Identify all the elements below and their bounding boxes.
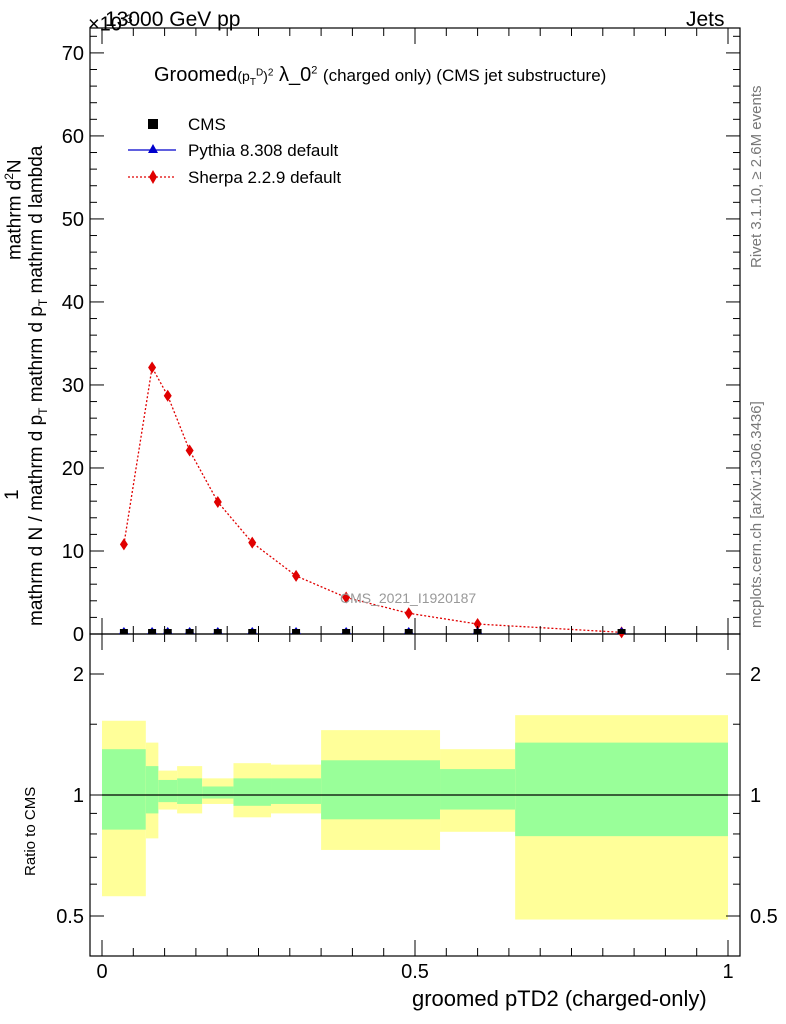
ratio-ytick-label: 0.5 xyxy=(56,906,84,928)
cms-point xyxy=(148,629,157,634)
sherpa-point xyxy=(119,538,128,551)
ratio-ytick-label: 1 xyxy=(73,785,84,807)
sherpa-point xyxy=(248,536,257,549)
plot-title-lambda: λ_0 xyxy=(278,64,312,86)
cms-point xyxy=(617,629,626,634)
ratio-band-inner xyxy=(321,760,441,820)
main-ytick-label: 40 xyxy=(62,292,84,314)
sherpa-point xyxy=(342,591,351,604)
main-ylabel-num2: mathrm d2N xyxy=(2,159,26,260)
mcplots-label: mcplots.cern.ch [arXiv:1306.3436] xyxy=(748,401,765,628)
ratio-band-inner xyxy=(177,778,203,804)
energy-label: 13000 GeV pp xyxy=(105,8,241,31)
ratio-band-inner xyxy=(102,749,146,830)
ratio-ytick-label-right: 0.5 xyxy=(750,906,778,928)
topic-label: Jets xyxy=(686,8,725,31)
legend-sherpa-marker xyxy=(149,170,157,184)
main-panel xyxy=(118,361,627,639)
cms-point xyxy=(213,629,222,634)
plot-title-prefix: Groomed xyxy=(154,64,238,86)
main-ytick-label: 50 xyxy=(62,209,84,231)
sherpa-line xyxy=(123,365,622,633)
xtick-label: 0.5 xyxy=(401,961,429,983)
cms-point xyxy=(119,629,128,634)
sherpa-point xyxy=(404,607,413,620)
cms-point xyxy=(163,629,172,634)
exponent-power: -3 xyxy=(121,12,133,26)
legend-cms-marker xyxy=(148,119,158,129)
main-ytick-label: 10 xyxy=(62,541,84,563)
main-ylabel-num: 1 xyxy=(2,489,23,500)
ratio-band-inner xyxy=(515,742,728,837)
ratio-ytick-label-right: 1 xyxy=(750,785,761,807)
plot-title-note: (charged only) (CMS jet substructure) xyxy=(322,66,607,85)
main-ytick-label: 20 xyxy=(62,458,84,480)
legend-pythia-marker xyxy=(148,144,158,153)
ratio-ylabel: Ratio to CMS xyxy=(22,786,39,876)
main-ytick-label: 30 xyxy=(62,375,84,397)
main-ytick-label: 0 xyxy=(73,624,84,646)
exponent-base: ×10 xyxy=(88,13,122,36)
sherpa-point xyxy=(185,444,194,457)
ratio-band-inner xyxy=(202,786,234,799)
sherpa-point xyxy=(473,618,482,631)
sherpa-point xyxy=(163,389,172,402)
sherpa-point xyxy=(148,361,157,374)
legend-label: CMS xyxy=(188,115,226,134)
ratio-ytick-label-right: 2 xyxy=(750,664,761,686)
sherpa-point xyxy=(213,496,222,509)
legend-label: Pythia 8.308 default xyxy=(188,141,339,160)
ratio-band-inner xyxy=(271,778,322,804)
ratio-band-inner xyxy=(145,766,159,814)
ratio-band-inner xyxy=(158,779,178,803)
cms-point xyxy=(292,629,301,634)
ratio-ytick-label: 2 xyxy=(73,664,84,686)
exponent-label: ×10-3 xyxy=(88,12,133,37)
ratio-panel xyxy=(102,715,728,920)
cms-point xyxy=(342,629,351,634)
sherpa-point xyxy=(292,569,301,582)
x-axis-label: groomed pTD2 (charged-only) xyxy=(412,986,707,1011)
cms-point xyxy=(404,629,413,634)
main-ylabel-den: mathrm d N / mathrm d pT mathrm d pT mat… xyxy=(26,145,50,626)
ratio-band-inner xyxy=(233,778,272,806)
main-ytick-label: 60 xyxy=(62,126,84,148)
cms-point xyxy=(248,629,257,634)
cms-point xyxy=(185,629,194,634)
rivet-label: Rivet 3.1.10, ≥ 2.6M events xyxy=(748,85,765,269)
main-ytick-label: 70 xyxy=(62,43,84,65)
plot-title: Groomed(pTD)2 λ_02 (charged only) (CMS j… xyxy=(154,64,607,88)
xtick-label: 0 xyxy=(96,961,107,983)
xtick-label: 1 xyxy=(722,961,733,983)
analysis-label: CMS_2021_I1920187 xyxy=(340,590,477,606)
ratio-band-inner xyxy=(440,769,516,810)
legend-label: Sherpa 2.2.9 default xyxy=(188,168,341,187)
legend: CMS Pythia 8.308 default Sherpa 2.2.9 defa… xyxy=(128,115,341,187)
